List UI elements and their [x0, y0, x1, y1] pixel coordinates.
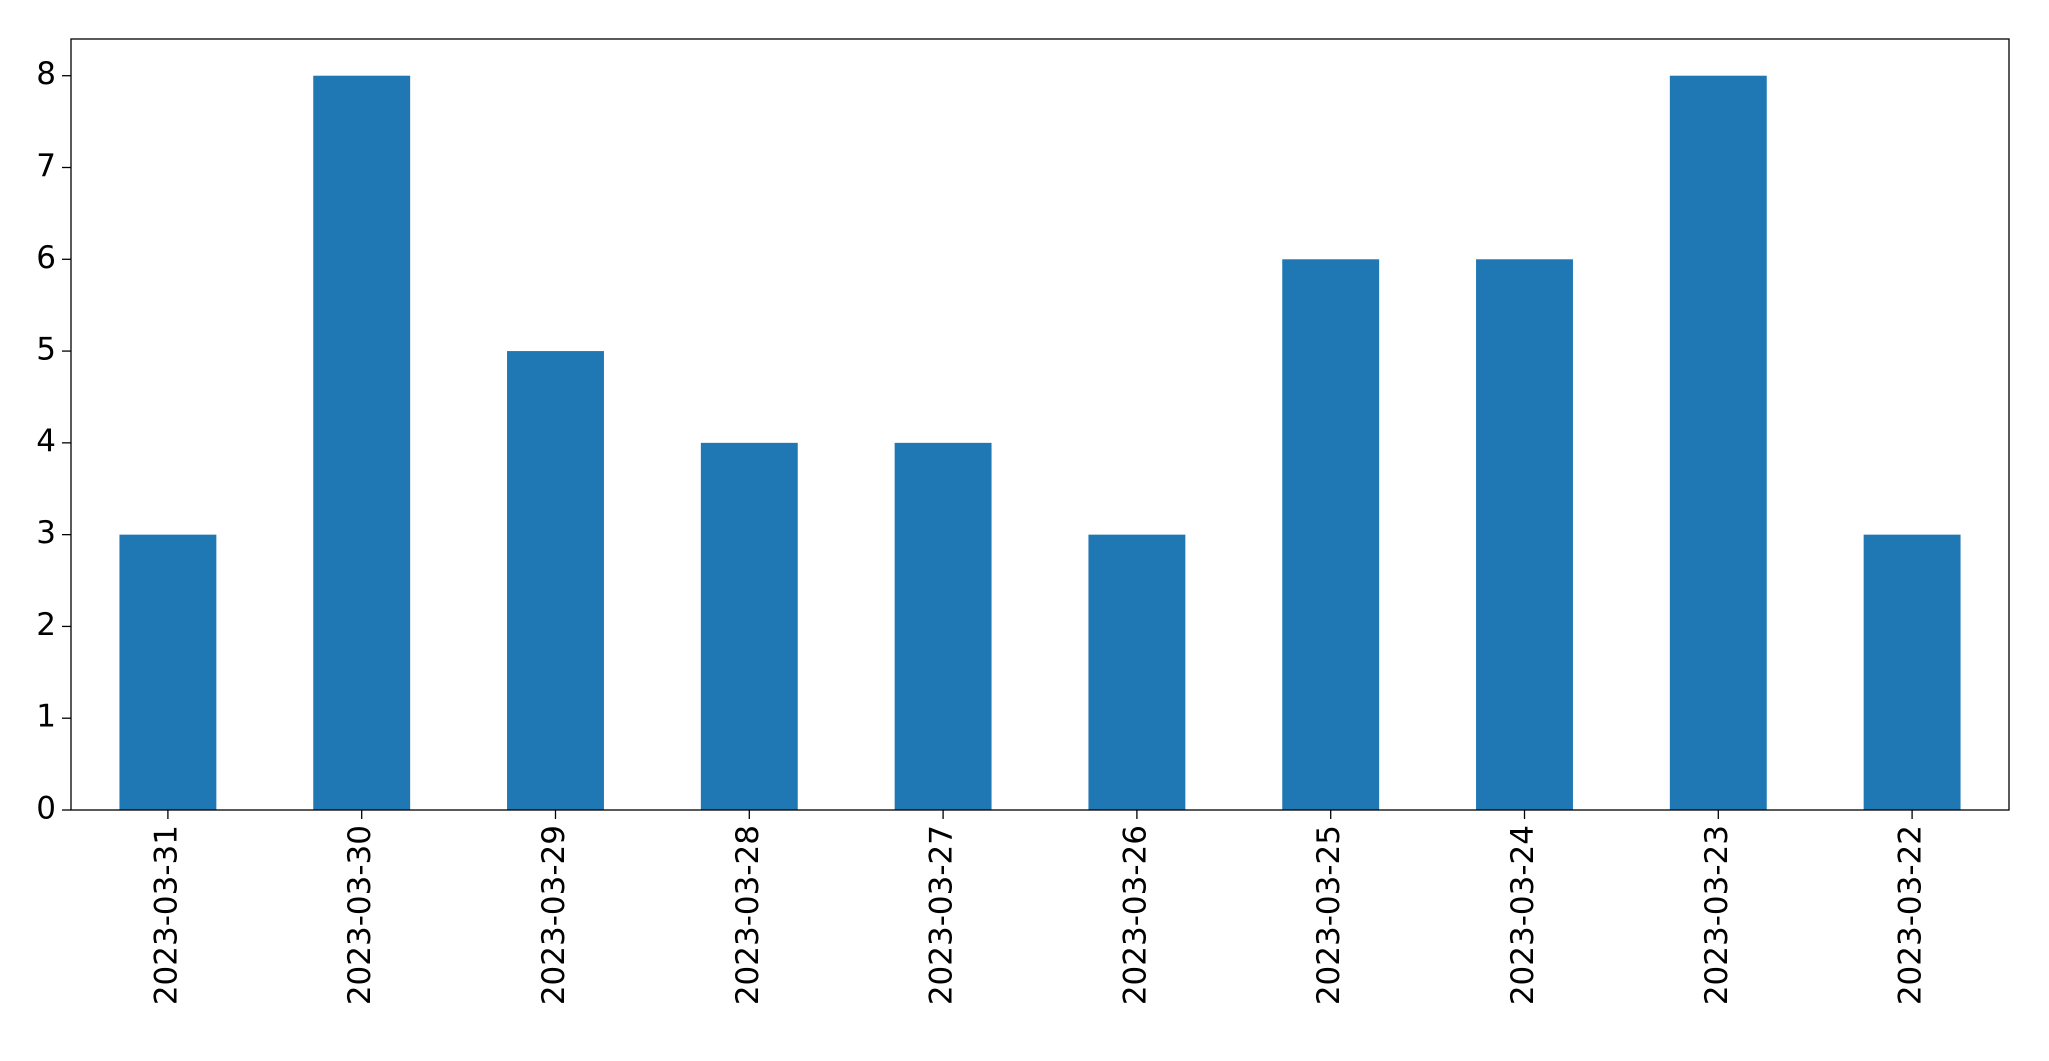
- bar: [1863, 534, 1961, 810]
- x-tick-label: 2023-03-27: [924, 825, 960, 1005]
- x-tick-label: 2023-03-26: [1117, 825, 1153, 1005]
- bar: [1669, 75, 1767, 810]
- x-tick-label: 2023-03-25: [1311, 825, 1347, 1005]
- bar: [313, 75, 411, 810]
- y-tick-label: 0: [36, 791, 56, 827]
- x-tick-label: 2023-03-28: [730, 825, 766, 1005]
- bar: [1088, 534, 1186, 810]
- bar: [507, 351, 604, 810]
- bar: [894, 442, 992, 810]
- x-tick-label: 2023-03-29: [536, 825, 572, 1005]
- y-tick-label: 4: [36, 423, 56, 459]
- y-tick-label: 6: [36, 240, 56, 276]
- bar: [1476, 259, 1573, 810]
- y-tick-label: 1: [36, 699, 56, 735]
- x-tick-label: 2023-03-24: [1505, 825, 1541, 1005]
- bar: [700, 442, 798, 810]
- bar: [1282, 259, 1380, 810]
- y-tick-label: 2: [36, 607, 56, 643]
- y-tick-label: 5: [36, 332, 56, 368]
- y-tick-label: 3: [36, 515, 56, 551]
- y-tick-label: 7: [36, 148, 56, 184]
- plot-frame: [70, 38, 2010, 811]
- x-tick-label: 2023-03-23: [1699, 825, 1735, 1005]
- y-tick-label: 8: [36, 56, 56, 92]
- x-tick-label: 2023-03-31: [148, 825, 184, 1005]
- x-tick-label: 2023-03-22: [1893, 825, 1929, 1005]
- bar: [119, 534, 217, 810]
- x-tick-label: 2023-03-30: [342, 825, 378, 1005]
